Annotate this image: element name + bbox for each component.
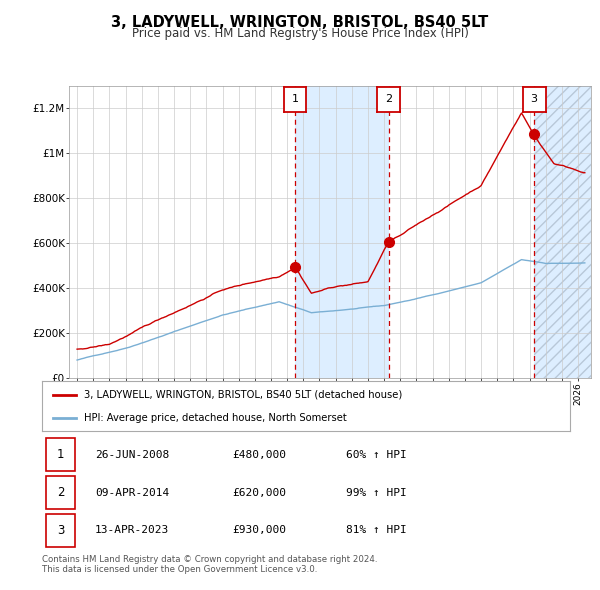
Text: 3: 3 (57, 524, 64, 537)
Text: 81% ↑ HPI: 81% ↑ HPI (346, 526, 406, 535)
Text: 3: 3 (530, 94, 538, 104)
Text: Contains HM Land Registry data © Crown copyright and database right 2024.: Contains HM Land Registry data © Crown c… (42, 555, 377, 563)
FancyBboxPatch shape (46, 476, 75, 509)
Text: 60% ↑ HPI: 60% ↑ HPI (346, 450, 406, 460)
Text: 1: 1 (292, 94, 299, 104)
Bar (295, 86, 389, 378)
Text: 09-APR-2014: 09-APR-2014 (95, 488, 169, 497)
Text: 13-APR-2023: 13-APR-2023 (95, 526, 169, 535)
Text: 2: 2 (385, 94, 392, 104)
Text: 2: 2 (57, 486, 64, 499)
Text: HPI: Average price, detached house, North Somerset: HPI: Average price, detached house, Nort… (84, 413, 347, 423)
Text: 3, LADYWELL, WRINGTON, BRISTOL, BS40 5LT: 3, LADYWELL, WRINGTON, BRISTOL, BS40 5LT (112, 15, 488, 30)
Bar (534, 86, 591, 378)
Text: 26-JUN-2008: 26-JUN-2008 (95, 450, 169, 460)
Text: 3, LADYWELL, WRINGTON, BRISTOL, BS40 5LT (detached house): 3, LADYWELL, WRINGTON, BRISTOL, BS40 5LT… (84, 389, 403, 399)
FancyBboxPatch shape (46, 438, 75, 471)
Text: This data is licensed under the Open Government Licence v3.0.: This data is licensed under the Open Gov… (42, 565, 317, 573)
Bar (534, 86, 591, 378)
Text: 1: 1 (57, 448, 64, 461)
Text: 99% ↑ HPI: 99% ↑ HPI (346, 488, 406, 497)
Text: £620,000: £620,000 (232, 488, 286, 497)
FancyBboxPatch shape (46, 514, 75, 547)
Text: Price paid vs. HM Land Registry's House Price Index (HPI): Price paid vs. HM Land Registry's House … (131, 27, 469, 40)
Text: £930,000: £930,000 (232, 526, 286, 535)
Text: £480,000: £480,000 (232, 450, 286, 460)
